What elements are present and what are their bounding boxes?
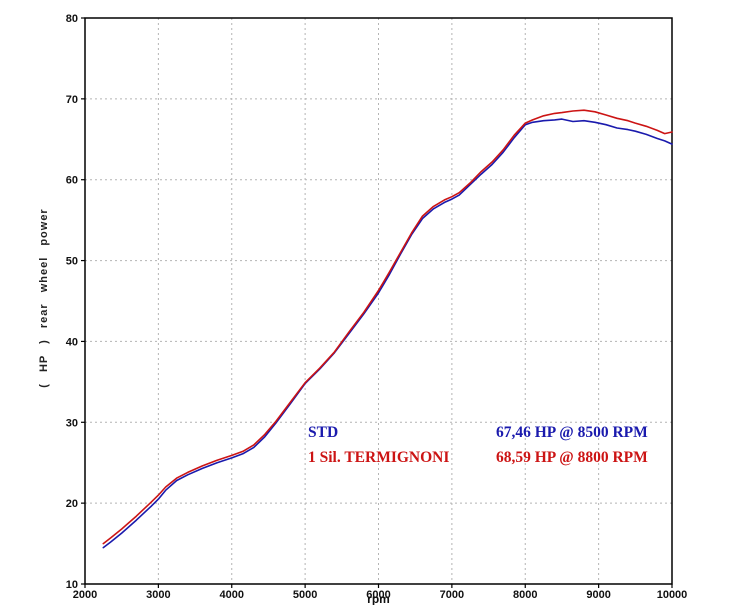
svg-text:20: 20 (66, 498, 78, 510)
svg-text:7000: 7000 (440, 589, 464, 601)
legend-label-std: STD (308, 424, 339, 441)
legend-peak-std: 67,46 HP @ 8500 RPM (496, 424, 648, 441)
svg-text:10000: 10000 (657, 589, 688, 601)
svg-text:60: 60 (66, 175, 78, 187)
svg-text:8000: 8000 (513, 589, 537, 601)
svg-text:4000: 4000 (220, 589, 244, 601)
y-axis-title: ( HP ) rear wheel power (38, 208, 50, 388)
svg-text:3000: 3000 (146, 589, 170, 601)
x-axis-title: rpm (367, 592, 390, 605)
legend-peak-termignoni: 68,59 HP @ 8800 RPM (496, 449, 648, 466)
legend-row-termignoni: 1 Sil. TERMIGNONI 68,59 HP @ 8800 RPM (308, 449, 664, 474)
svg-text:50: 50 (66, 256, 78, 268)
svg-text:80: 80 (66, 13, 78, 25)
legend: STD 67,46 HP @ 8500 RPM 1 Sil. TERMIGNON… (308, 424, 664, 474)
svg-text:9000: 9000 (586, 589, 610, 601)
svg-text:40: 40 (66, 336, 78, 348)
svg-text:10: 10 (66, 579, 78, 591)
svg-text:70: 70 (66, 94, 78, 106)
legend-row-std: STD 67,46 HP @ 8500 RPM (308, 424, 664, 449)
svg-text:5000: 5000 (293, 589, 317, 601)
svg-text:30: 30 (66, 417, 78, 429)
legend-label-termignoni: 1 Sil. TERMIGNONI (308, 449, 450, 466)
svg-text:6000: 6000 (366, 589, 390, 601)
svg-text:2000: 2000 (73, 589, 97, 601)
